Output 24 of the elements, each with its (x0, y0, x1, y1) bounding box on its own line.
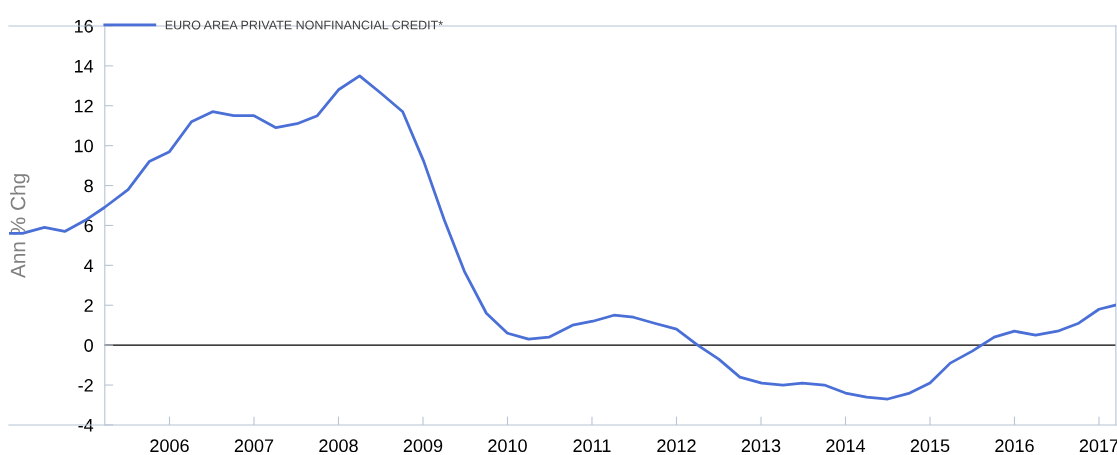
x-tick-label: 2016 (995, 439, 1034, 453)
y-tick-label: 16 (74, 19, 93, 33)
y-tick-label: 8 (84, 179, 93, 193)
x-tick-label: 2010 (488, 439, 527, 453)
x-tick-label: 2014 (826, 439, 866, 453)
y-tick-label: 14 (74, 59, 94, 73)
x-tick-label: 2015 (910, 439, 950, 453)
y-tick-label: 4 (84, 259, 94, 272)
x-tick-label: 2008 (319, 439, 358, 453)
x-tick-label: 2006 (150, 439, 189, 453)
legend-label: EURO AREA PRIVATE NONFINANCIAL CREDIT* (165, 20, 443, 30)
x-tick-label: 2009 (403, 439, 443, 453)
y-tick-label: 0 (84, 339, 93, 352)
y-tick-label: 10 (74, 139, 93, 153)
y-tick-label: 2 (84, 299, 93, 312)
y-tick-label: -2 (78, 379, 93, 392)
line-series (8, 74, 1116, 401)
x-tick-label: 2012 (657, 439, 696, 453)
y-tick-label: 6 (84, 219, 93, 233)
y-tick-label: 12 (74, 99, 93, 113)
x-tick-label: 2013 (741, 439, 781, 453)
y-tick-label: -4 (78, 419, 94, 432)
x-tick-label: 2007 (234, 439, 274, 453)
x-tick-label: 2011 (573, 439, 611, 453)
